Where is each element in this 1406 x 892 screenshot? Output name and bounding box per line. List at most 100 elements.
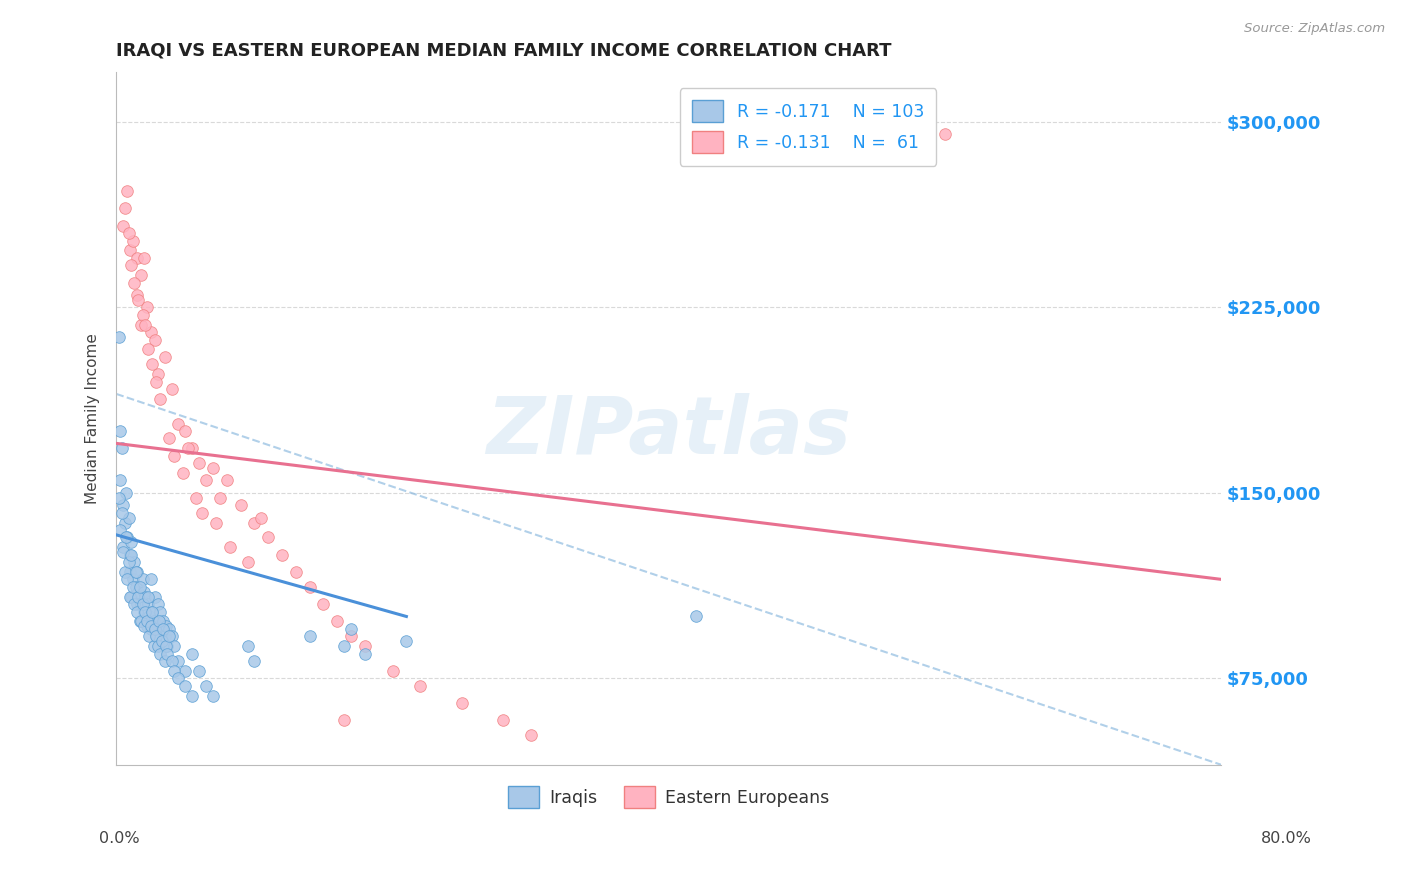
Point [153, 629, 176, 643]
Point [250, 510, 273, 524]
Point [174, 679, 197, 693]
Legend: Iraqis, Eastern Europeans: Iraqis, Eastern Europeans [501, 779, 837, 815]
Point [112, 498, 135, 512]
Point [120, 590, 142, 604]
Point [167, 417, 190, 431]
Point [122, 555, 145, 569]
Point [135, 615, 157, 629]
Point [110, 474, 132, 488]
Point [125, 565, 148, 579]
Point [381, 664, 404, 678]
Point [236, 639, 259, 653]
Point [112, 540, 135, 554]
Point [243, 516, 266, 530]
Point [124, 565, 146, 579]
Point [160, 654, 183, 668]
Point [163, 639, 186, 653]
Point [333, 639, 356, 653]
Point [326, 615, 349, 629]
Point [340, 629, 363, 643]
Point [181, 442, 204, 456]
Point [128, 615, 150, 629]
Point [124, 580, 146, 594]
Point [111, 442, 134, 456]
Point [132, 619, 155, 633]
Point [163, 449, 186, 463]
Point [108, 491, 131, 505]
Point [160, 629, 183, 643]
Point [152, 622, 174, 636]
Point [108, 330, 131, 344]
Point [136, 343, 159, 357]
Point [129, 268, 152, 283]
Point [139, 325, 162, 339]
Point [146, 367, 169, 381]
Point [127, 590, 149, 604]
Point [135, 619, 157, 633]
Point [117, 573, 139, 587]
Point [142, 639, 165, 653]
Point [120, 548, 142, 562]
Point [155, 639, 177, 653]
Point [112, 545, 135, 559]
Point [114, 202, 136, 216]
Point [115, 530, 138, 544]
Point [215, 474, 238, 488]
Point [142, 615, 165, 629]
Point [110, 523, 132, 537]
Point [118, 510, 141, 524]
Point [155, 619, 177, 633]
Point [149, 605, 172, 619]
Point [141, 605, 163, 619]
Point [160, 382, 183, 396]
Point [118, 555, 141, 569]
Y-axis label: Median Family Income: Median Family Income [86, 334, 100, 504]
Point [156, 647, 179, 661]
Point [167, 671, 190, 685]
Point [120, 244, 142, 258]
Point [146, 597, 169, 611]
Point [191, 506, 214, 520]
Point [340, 622, 363, 636]
Point [156, 639, 179, 653]
Point [121, 573, 143, 587]
Point [132, 584, 155, 599]
Point [143, 333, 166, 347]
Point [354, 647, 377, 661]
Text: IRAQI VS EASTERN EUROPEAN MEDIAN FAMILY INCOME CORRELATION CHART: IRAQI VS EASTERN EUROPEAN MEDIAN FAMILY … [117, 42, 891, 60]
Point [204, 516, 226, 530]
Point [115, 486, 138, 500]
Point [153, 350, 176, 364]
Point [284, 565, 307, 579]
Point [174, 424, 197, 438]
Point [146, 639, 169, 653]
Point [450, 696, 472, 710]
Point [131, 597, 153, 611]
Point [188, 456, 211, 470]
Point [134, 605, 156, 619]
Point [201, 689, 224, 703]
Point [143, 622, 166, 636]
Point [143, 590, 166, 604]
Point [121, 535, 143, 549]
Point [934, 128, 956, 142]
Point [128, 580, 150, 594]
Point [195, 679, 218, 693]
Point [243, 654, 266, 668]
Point [145, 629, 167, 643]
Point [117, 530, 139, 544]
Point [141, 605, 163, 619]
Point [110, 424, 132, 438]
Point [298, 580, 321, 594]
Point [118, 226, 141, 240]
Point [129, 615, 152, 629]
Point [201, 461, 224, 475]
Point [519, 728, 541, 742]
Point [131, 573, 153, 587]
Point [127, 293, 149, 307]
Point [333, 714, 356, 728]
Point [122, 597, 145, 611]
Point [141, 357, 163, 371]
Point [145, 629, 167, 643]
Point [135, 301, 157, 315]
